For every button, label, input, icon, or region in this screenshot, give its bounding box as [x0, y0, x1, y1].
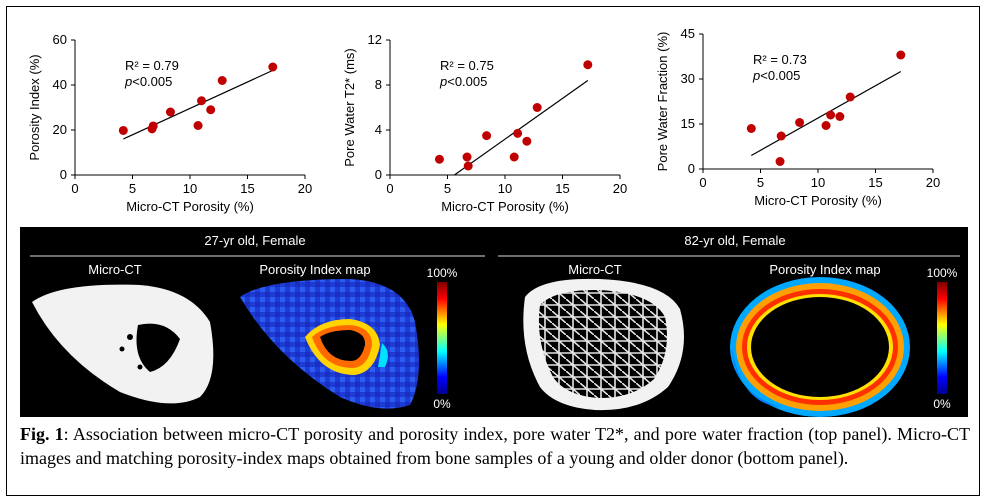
- y-axis-label: Pore Water T2* (ms): [342, 48, 357, 166]
- x-axis-label: Micro-CT Porosity (%): [441, 199, 569, 214]
- image-panel: 27-yr old, Female Micro-CT Porosity Inde…: [20, 227, 968, 417]
- x-tick-label: 5: [129, 181, 136, 196]
- data-point: [522, 136, 532, 146]
- figure-caption: Fig. 1: Association between micro-CT por…: [20, 422, 970, 470]
- map-label-left: Porosity Index map: [259, 262, 370, 277]
- image-panel-svg: 27-yr old, Female Micro-CT Porosity Inde…: [30, 233, 960, 417]
- y-tick-label: 0: [375, 167, 382, 182]
- x-tick-label: 5: [444, 181, 451, 196]
- x-tick-label: 15: [555, 181, 569, 196]
- data-point: [509, 152, 519, 162]
- y-tick-label: 30: [681, 71, 695, 86]
- data-point: [775, 157, 785, 166]
- y-tick-label: 15: [681, 116, 695, 131]
- y-tick-label: 0: [60, 167, 67, 182]
- x-tick-label: 0: [699, 175, 706, 190]
- data-point: [463, 161, 473, 171]
- data-point: [148, 121, 158, 131]
- y-tick-label: 40: [53, 77, 67, 92]
- data-point: [513, 128, 523, 138]
- data-point: [165, 107, 175, 117]
- figure-label: Fig. 1: [20, 424, 64, 444]
- data-point: [821, 121, 831, 130]
- microct-label-right: Micro-CT: [568, 262, 621, 277]
- y-tick-label: 12: [368, 32, 382, 47]
- p-value-label: p<0.005: [439, 74, 487, 89]
- porosity-map-old: [730, 277, 910, 417]
- map-label-right: Porosity Index map: [769, 262, 880, 277]
- trend-line: [454, 80, 589, 176]
- data-point: [896, 50, 906, 60]
- r-squared-label: R² = 0.75: [440, 58, 494, 73]
- x-tick-label: 20: [613, 181, 627, 196]
- y-tick-label: 4: [375, 122, 382, 137]
- data-point: [193, 121, 203, 130]
- data-point: [268, 62, 278, 72]
- r-squared-label: R² = 0.73: [753, 52, 807, 67]
- data-point: [462, 152, 472, 162]
- data-point: [482, 131, 492, 141]
- data-point: [118, 125, 128, 135]
- scale-max-right: 100%: [927, 266, 958, 280]
- x-tick-label: 20: [926, 175, 940, 190]
- y-tick-label: 0: [688, 161, 695, 176]
- y-axis-label: Pore Water Fraction (%): [655, 32, 670, 172]
- r-squared-label: R² = 0.79: [125, 58, 179, 73]
- sample-title-left: 27-yr old, Female: [204, 233, 305, 248]
- x-axis-label: Micro-CT Porosity (%): [754, 193, 882, 208]
- x-tick-label: 10: [811, 175, 825, 190]
- x-tick-label: 10: [498, 181, 512, 196]
- sample-title-right: 82-yr old, Female: [684, 233, 785, 248]
- x-tick-label: 0: [71, 181, 78, 196]
- microct-label-left: Micro-CT: [88, 262, 141, 277]
- data-point: [217, 76, 227, 85]
- data-point: [532, 103, 542, 112]
- x-tick-label: 5: [757, 175, 764, 190]
- microct-image-old: [523, 278, 684, 411]
- data-point: [583, 60, 593, 70]
- data-point: [206, 105, 216, 115]
- y-tick-label: 20: [53, 122, 67, 137]
- p-value-label: p<0.005: [124, 74, 172, 89]
- x-tick-label: 10: [183, 181, 197, 196]
- trend-line: [751, 70, 902, 157]
- data-point: [197, 96, 206, 106]
- x-tick-label: 15: [868, 175, 882, 190]
- y-tick-label: 60: [53, 32, 67, 47]
- x-tick-label: 20: [298, 181, 312, 196]
- data-point: [826, 110, 836, 120]
- p-value-label: p<0.005: [752, 68, 800, 83]
- figure-frame: [6, 6, 980, 496]
- scale-min-left: 0%: [433, 397, 451, 411]
- data-point: [835, 112, 845, 121]
- y-tick-label: 8: [375, 77, 382, 92]
- scale-min-right: 0%: [933, 397, 951, 411]
- y-tick-label: 45: [681, 26, 695, 41]
- caption-text: : Association between micro-CT porosity …: [20, 424, 970, 468]
- data-point: [845, 92, 855, 102]
- x-tick-label: 0: [386, 181, 393, 196]
- microct-image-young: [32, 284, 214, 404]
- colorbar-right: [937, 282, 947, 394]
- y-axis-label: Porosity Index (%): [27, 54, 42, 160]
- scatter-chart-pore-water-fraction: 0 5 10 15 20 0 15 30 45 Micro-CT Porosity (%) Pore…: [655, 26, 940, 208]
- data-point: [746, 124, 756, 133]
- data-point: [434, 154, 444, 164]
- data-point: [776, 131, 786, 141]
- x-axis-label: Micro-CT Porosity (%): [126, 199, 254, 214]
- scale-max-left: 100%: [427, 266, 458, 280]
- x-tick-label: 15: [240, 181, 254, 196]
- scatter-chart-porosity-index: 0 5 10 15 20 0 20 40 60 Micro-CT Porosity (%) Poro…: [27, 32, 312, 214]
- scatter-chart-t2star: 0 5 10 15 20 0 4 8 12 Micro-CT Porosity (%) Pore W…: [342, 32, 627, 214]
- colorbar-left: [437, 282, 447, 394]
- data-point: [795, 118, 805, 127]
- porosity-map-young: [240, 279, 419, 409]
